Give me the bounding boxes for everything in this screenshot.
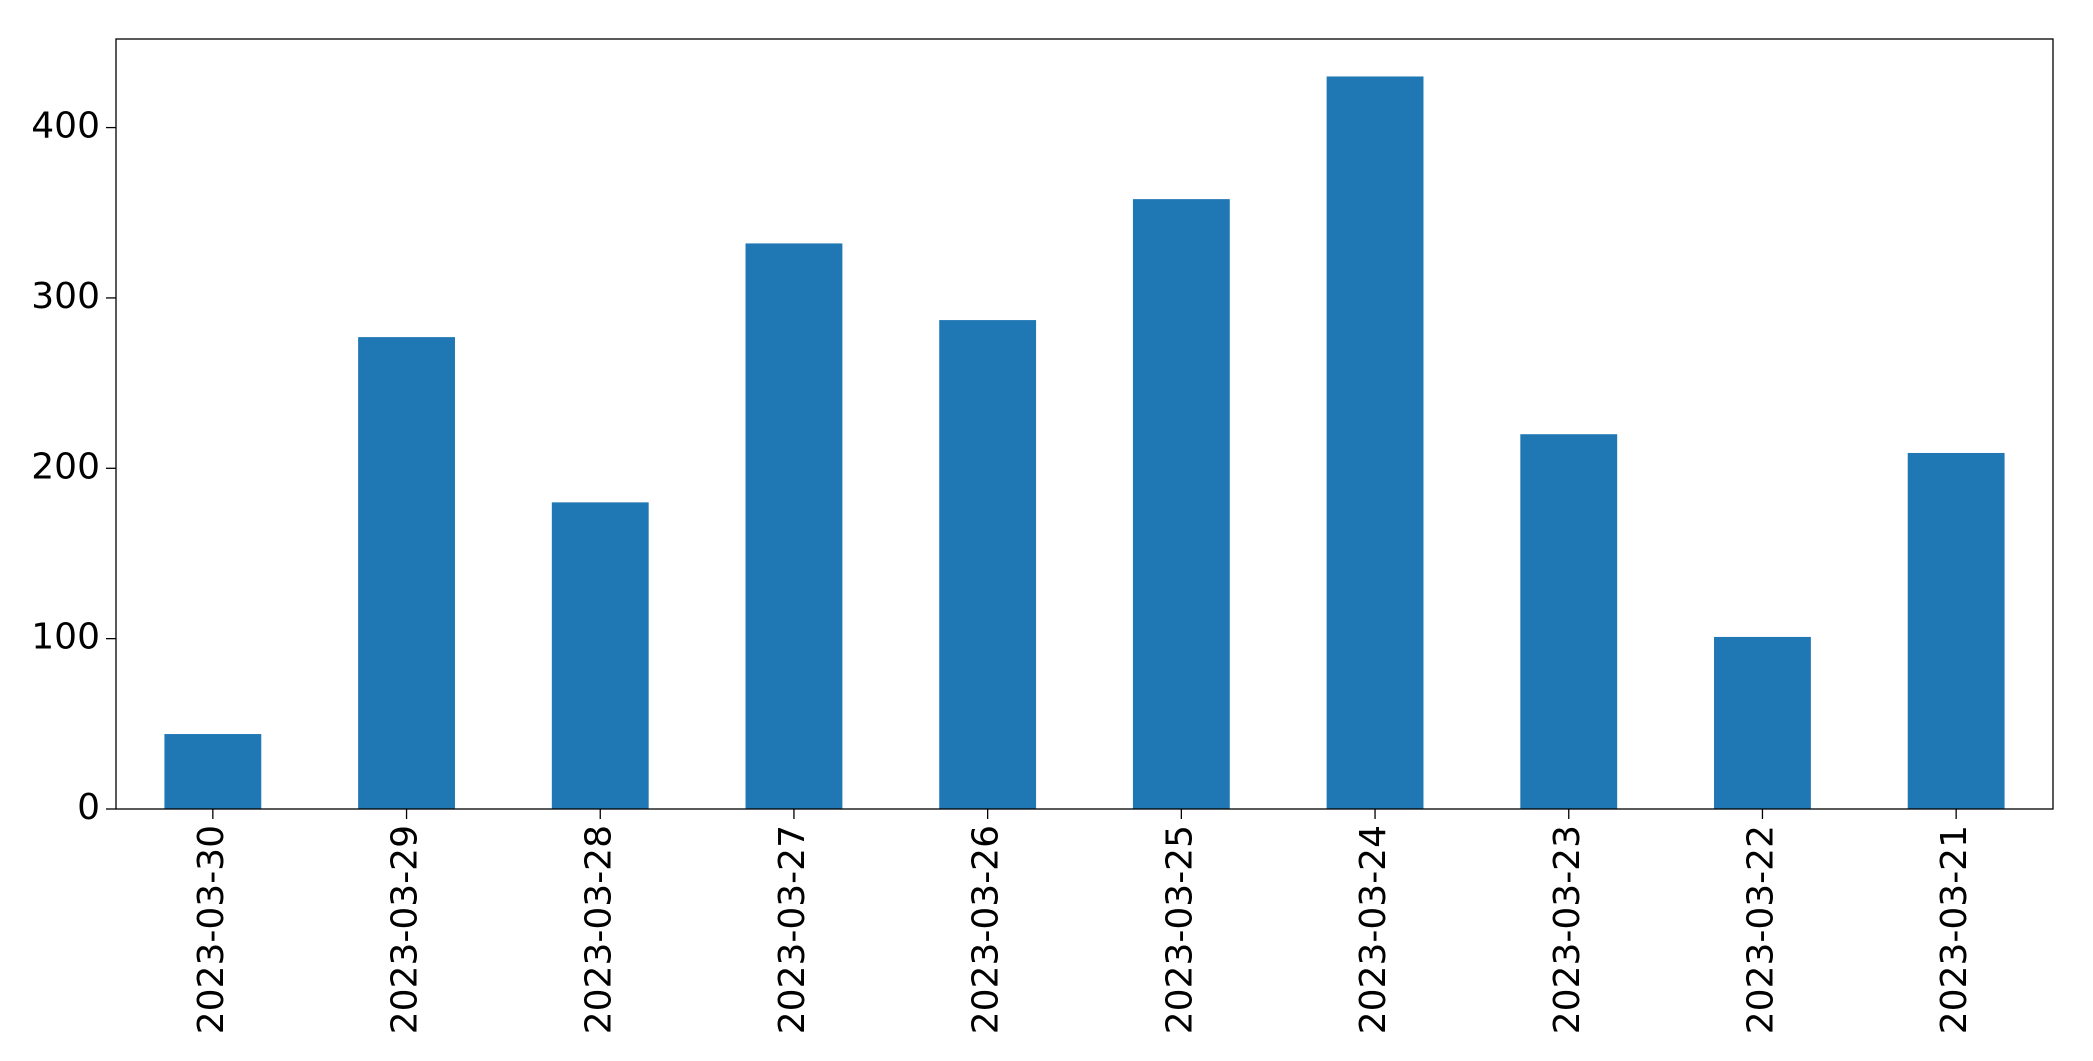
x-tick-label: 2023-03-21 [1934,825,1975,1034]
y-tick-label: 300 [31,276,100,317]
bar [551,502,649,809]
y-tick-label: 100 [31,617,100,658]
x-tick-label: 2023-03-25 [1159,825,1200,1034]
x-tick-label: 2023-03-30 [191,825,232,1034]
bar [164,734,262,809]
y-tick-label: 400 [31,106,100,147]
bar [1714,636,1811,809]
x-tick-label: 2023-03-22 [1740,825,1781,1034]
x-tick-label: 2023-03-26 [966,825,1007,1034]
x-tick-label: 2023-03-27 [772,825,813,1034]
bar [1907,452,2005,809]
y-tick-label: 200 [31,446,100,487]
x-tick-label: 2023-03-24 [1353,825,1394,1034]
bar [358,337,455,809]
bar [1132,199,1230,809]
y-tick-label: 0 [77,787,100,828]
x-tick-label: 2023-03-23 [1547,825,1588,1034]
x-tick-label: 2023-03-28 [578,825,619,1034]
x-tick-label: 2023-03-29 [385,825,426,1034]
bar [1326,76,1424,809]
bar [1520,434,1618,809]
plot-frame [115,38,2054,810]
bar [745,243,843,809]
bar [939,320,1037,809]
